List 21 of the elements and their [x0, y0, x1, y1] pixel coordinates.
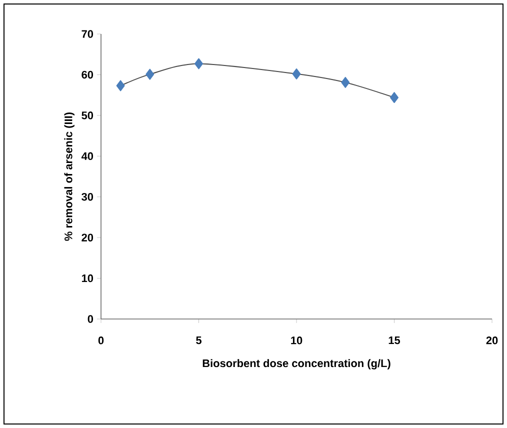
point [116, 80, 125, 92]
y-tick-label: 10 [82, 274, 94, 282]
point [341, 76, 350, 88]
x-tick-label: 5 [196, 336, 202, 344]
y-axis-title: % removal of arsenic (III) [64, 112, 74, 241]
y-tick-label: 60 [82, 70, 94, 79]
y-tick-label: 0 [88, 315, 94, 323]
point [292, 68, 301, 80]
point [194, 58, 204, 70]
x-tick-label: 15 [388, 336, 400, 344]
y-tick-label: 20 [82, 234, 94, 242]
y-tick-label: 30 [82, 192, 94, 201]
x-tick-label: 10 [291, 336, 302, 344]
point [146, 68, 154, 80]
point [390, 92, 399, 104]
y-tick-label: 70 [82, 30, 94, 38]
x-axis-title: Biosorbent dose concentration (g/L) [202, 359, 390, 370]
y-tick-label: 50 [82, 112, 94, 120]
y-tick-label: 40 [81, 152, 94, 160]
x-tick-label: 0 [98, 336, 104, 344]
x-tick-label: 20 [486, 336, 498, 344]
